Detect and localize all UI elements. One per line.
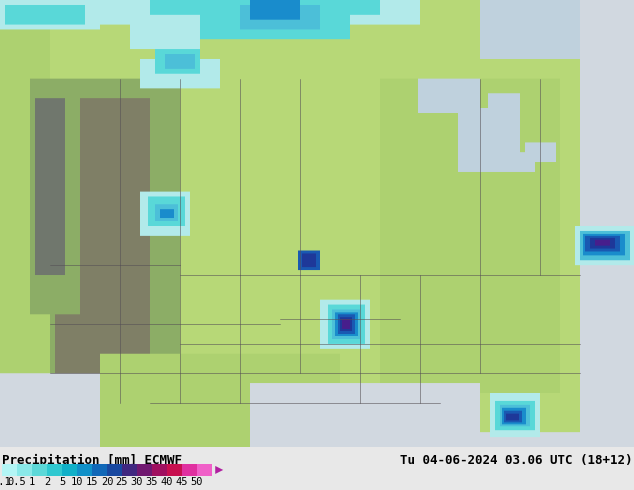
Text: 50: 50 (191, 477, 204, 487)
Text: 2: 2 (44, 477, 50, 487)
Text: 5: 5 (59, 477, 65, 487)
Bar (167, 464, 182, 476)
Text: 35: 35 (146, 477, 158, 487)
Bar (62, 464, 77, 476)
Text: 25: 25 (116, 477, 128, 487)
Text: 0.1: 0.1 (0, 477, 11, 487)
Bar (77, 464, 92, 476)
Bar (2, 464, 17, 476)
Bar (137, 464, 152, 476)
Text: 1: 1 (29, 477, 35, 487)
Bar (152, 464, 167, 476)
Bar (47, 464, 62, 476)
Text: 15: 15 (86, 477, 98, 487)
Text: Tu 04-06-2024 03.06 UTC (18+12): Tu 04-06-2024 03.06 UTC (18+12) (399, 454, 632, 467)
Bar (182, 464, 197, 476)
Text: 45: 45 (176, 477, 188, 487)
Bar (17, 464, 32, 476)
Bar (92, 464, 107, 476)
Bar (107, 464, 122, 476)
Text: Precipitation [mm] ECMWF: Precipitation [mm] ECMWF (2, 454, 182, 467)
Text: 20: 20 (101, 477, 113, 487)
Bar (122, 464, 137, 476)
Bar (197, 464, 212, 476)
Text: 10: 10 (71, 477, 83, 487)
Bar (32, 464, 47, 476)
Text: 0.5: 0.5 (8, 477, 27, 487)
Text: 30: 30 (131, 477, 143, 487)
Text: 40: 40 (161, 477, 173, 487)
